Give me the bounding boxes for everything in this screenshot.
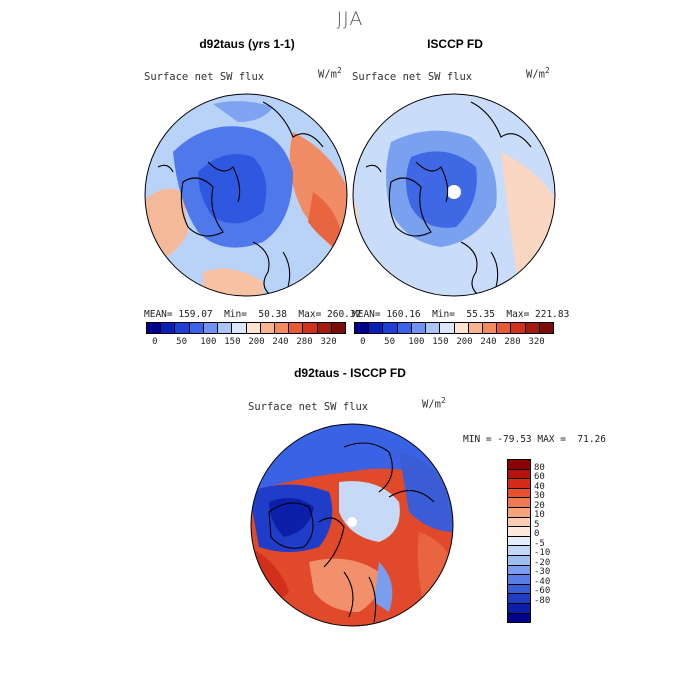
colorbar-swatch [369,323,384,333]
colorbar-swatch [508,527,530,537]
colorbar-swatch [482,323,498,333]
diff-polar-map [250,423,454,627]
colorbar-swatch [511,323,526,333]
colorbar-swatch [468,323,483,333]
colorbar-swatch [508,517,530,528]
colorbar-swatch [508,584,530,595]
left-panel-title: d92taus (yrs 1-1) [199,37,295,51]
left-panel-stats: MEAN= 159.07 Min= 50.38 Max= 260.32 [144,309,362,320]
colorbar-swatch [175,323,190,333]
colorbar-swatch [508,575,530,585]
colorbar-level-label: -20 [534,557,551,568]
colorbar-swatch [508,498,530,508]
colorbar-tick-label: 0 [152,337,158,347]
colorbar-swatch [508,479,530,489]
right-panel-subtitle: Surface net SW flux [352,71,473,83]
colorbar-level-label: -10 [534,548,551,559]
colorbar-swatch [525,323,540,333]
diff-panel-units: W/m2 [422,396,446,411]
colorbar-level-label: -30 [534,567,551,578]
colorbar-swatch [508,555,530,566]
colorbar-swatch [508,565,530,576]
diff-panel-subtitle: Surface net SW flux [248,401,369,413]
colorbar-tick-label: 240 [480,337,497,347]
colorbar-swatch [355,323,370,333]
colorbar-tick-label: 50 [176,337,188,347]
colorbar-level-label: -5 [534,538,545,549]
right-panel-stats: MEAN= 160.16 Min= 55.35 Max= 221.83 [352,309,570,320]
diff-panel-title: d92taus - ISCCP FD [294,366,406,380]
colorbar-level-label: 0 [534,529,540,540]
left-panel-subtitle: Surface net SW flux [144,71,265,83]
colorbar-level-label: 60 [534,472,545,483]
colorbar-swatch [508,613,530,623]
colorbar-tick-label: 320 [320,337,337,347]
colorbar-tick-label: 150 [432,337,449,347]
right-colorbar [354,322,554,334]
colorbar-swatch [508,546,530,556]
colorbar-swatch [317,323,332,333]
colorbar-tick-label: 200 [456,337,473,347]
colorbar-tick-label: 150 [224,337,241,347]
colorbar-swatch [232,323,247,333]
colorbar-swatch [246,323,261,333]
season-title: JJA [336,8,364,30]
left-colorbar-ticks: 0 50 100 150 200 240 280 320 [146,337,346,349]
colorbar-level-label: -40 [534,576,551,587]
diff-colorbar [507,459,531,623]
colorbar-tick-label: 100 [200,337,217,347]
right-panel-units: W/m2 [526,66,550,81]
colorbar-swatch [161,323,176,333]
right-colorbar-ticks: 0 50 100 150 200 240 280 320 [354,337,554,349]
colorbar-swatch [303,323,318,333]
colorbar-swatch [274,323,290,333]
colorbar-swatch [539,323,554,333]
diff-panel-stats: MIN = -79.53 MAX = 71.26 [463,434,606,445]
left-polar-map [144,93,348,297]
colorbar-swatch [426,323,441,333]
colorbar-level-label: -60 [534,586,551,597]
colorbar-tick-label: 50 [384,337,396,347]
colorbar-swatch [203,323,219,333]
colorbar-swatch [218,323,233,333]
colorbar-level-label: 5 [534,519,540,530]
colorbar-swatch [260,323,275,333]
colorbar-swatch [508,469,530,480]
right-polar-map [352,93,556,297]
colorbar-tick-label: 100 [408,337,425,347]
right-panel-title: ISCCP FD [427,37,483,51]
colorbar-level-label: 20 [534,500,545,511]
colorbar-swatch [147,323,162,333]
left-colorbar [146,322,346,334]
colorbar-swatch [331,323,346,333]
colorbar-swatch [383,323,398,333]
colorbar-level-label: 80 [534,462,545,473]
colorbar-tick-label: 280 [296,337,313,347]
colorbar-swatch [508,488,530,499]
colorbar-level-label: 10 [534,510,545,521]
colorbar-level-label: -80 [534,595,551,606]
colorbar-swatch [189,323,204,333]
colorbar-swatch [397,323,412,333]
colorbar-tick-label: 320 [528,337,545,347]
colorbar-swatch [508,603,530,614]
colorbar-swatch [508,594,530,604]
diff-colorbar-labels: 80 60 40 30 20 10 5 0 -5 -10 -20 -30 -40 -60 -80 [534,459,594,621]
colorbar-swatch [440,323,455,333]
colorbar-swatch [508,460,530,470]
colorbar-tick-label: 240 [272,337,289,347]
colorbar-level-label: 40 [534,481,545,492]
left-panel-units: W/m2 [318,66,342,81]
colorbar-tick-label: 200 [248,337,265,347]
colorbar-swatch [454,323,469,333]
colorbar-swatch [508,507,530,518]
colorbar-swatch [497,323,512,333]
colorbar-swatch [508,536,530,547]
colorbar-level-label: 30 [534,491,545,502]
colorbar-tick-label: 280 [504,337,521,347]
colorbar-tick-label: 0 [360,337,366,347]
colorbar-swatch [289,323,304,333]
colorbar-swatch [411,323,427,333]
